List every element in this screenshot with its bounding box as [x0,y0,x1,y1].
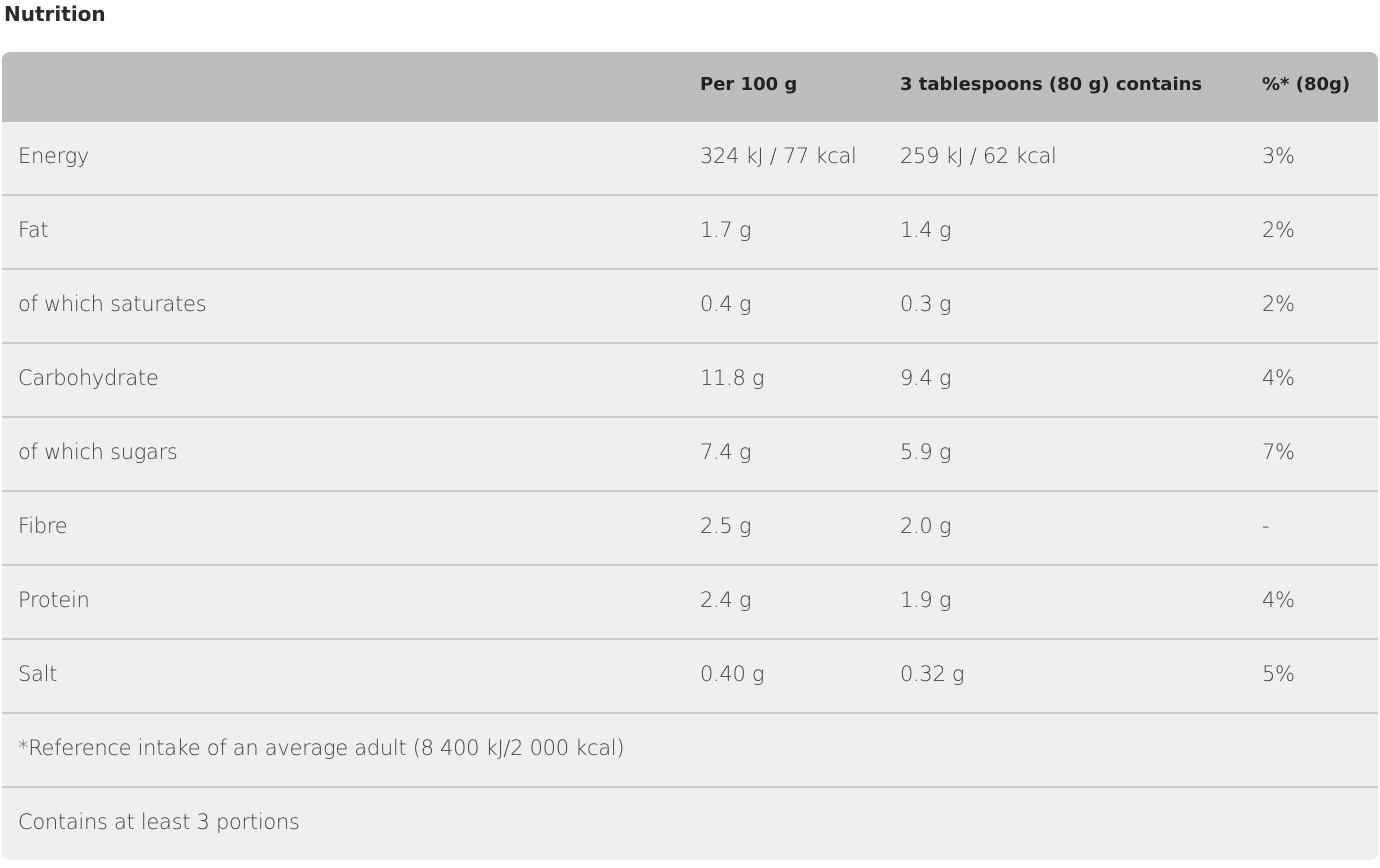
table-row: of which saturates 0.4 g 0.3 g 2% [2,270,1378,344]
per-100g-value: 1.7 g [700,218,752,242]
per-portion-value: 1.4 g [900,218,952,242]
per-100g-value: 2.4 g [700,588,752,612]
nutrient-name: Carbohydrate [18,366,159,390]
percent-ri-value: 7% [1262,440,1295,464]
per-portion-value: 5.9 g [900,440,952,464]
nutrient-name: Salt [18,662,58,686]
per-100g-value: 324 kJ / 77 kcal [700,144,857,168]
nutrition-table: Per 100 g 3 tablespoons (80 g) contains … [2,52,1378,860]
percent-ri-value: 4% [1262,588,1295,612]
per-100g-value: 7.4 g [700,440,752,464]
table-row: Salt 0.40 g 0.32 g 5% [2,640,1378,714]
table-row: Fat 1.7 g 1.4 g 2% [2,196,1378,270]
nutrient-name: of which sugars [18,440,178,464]
header-percent-ri: %* (80g) [1262,74,1351,95]
per-100g-value: 11.8 g [700,366,765,390]
footnote-row: Contains at least 3 portions [2,788,1378,860]
percent-ri-value: 4% [1262,366,1295,390]
section-title: Nutrition [4,2,106,26]
table-row: of which sugars 7.4 g 5.9 g 7% [2,418,1378,492]
nutrient-name: Fibre [18,514,68,538]
per-100g-value: 2.5 g [700,514,752,538]
footnote-text: Contains at least 3 portions [18,810,300,834]
table-row: Fibre 2.5 g 2.0 g - [2,492,1378,566]
per-100g-value: 0.4 g [700,292,752,316]
table-header: Per 100 g 3 tablespoons (80 g) contains … [2,52,1378,122]
per-portion-value: 0.3 g [900,292,952,316]
per-portion-value: 259 kJ / 62 kcal [900,144,1057,168]
percent-ri-value: - [1262,514,1270,538]
nutrient-name: Protein [18,588,90,612]
table-row: Protein 2.4 g 1.9 g 4% [2,566,1378,640]
per-portion-value: 1.9 g [900,588,952,612]
per-100g-value: 0.40 g [700,662,765,686]
table-row: Carbohydrate 11.8 g 9.4 g 4% [2,344,1378,418]
percent-ri-value: 3% [1262,144,1295,168]
percent-ri-value: 5% [1262,662,1295,686]
header-per-100g: Per 100 g [700,74,798,95]
header-per-portion: 3 tablespoons (80 g) contains [900,74,1203,95]
per-portion-value: 9.4 g [900,366,952,390]
nutrient-name: Energy [18,144,89,168]
nutrient-name: Fat [18,218,49,242]
footnote-row: *Reference intake of an average adult (8… [2,714,1378,788]
table-row: Energy 324 kJ / 77 kcal 259 kJ / 62 kcal 3% [2,122,1378,196]
footnote-text: *Reference intake of an average adult (8… [18,736,625,760]
per-portion-value: 2.0 g [900,514,952,538]
nutrient-name: of which saturates [18,292,207,316]
per-portion-value: 0.32 g [900,662,965,686]
percent-ri-value: 2% [1262,218,1295,242]
percent-ri-value: 2% [1262,292,1295,316]
